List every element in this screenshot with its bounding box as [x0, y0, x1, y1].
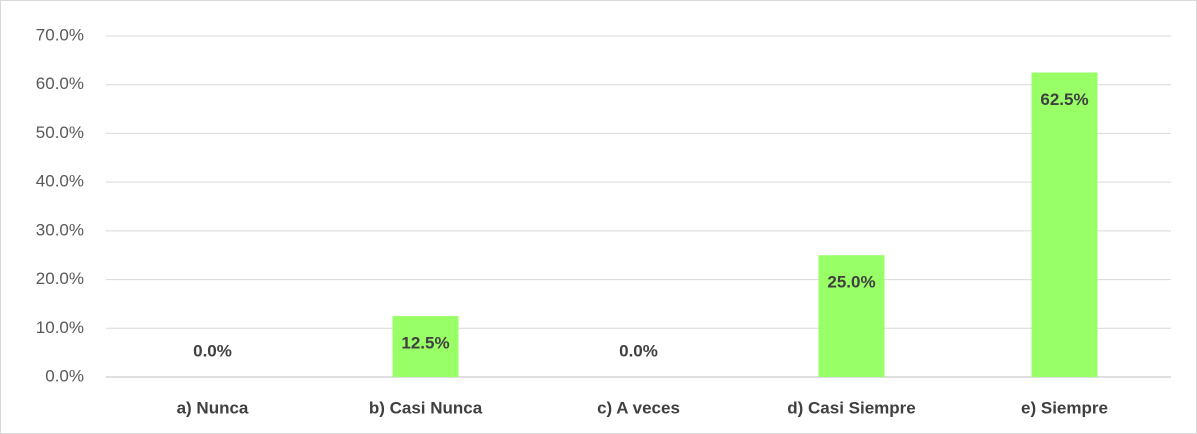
- value-label: 62.5%: [1040, 90, 1088, 109]
- y-tick-label: 0.0%: [45, 366, 84, 385]
- x-tick-label: c) A veces: [597, 398, 680, 417]
- value-label: 0.0%: [193, 341, 232, 360]
- x-tick-label: d) Casi Siempre: [787, 398, 916, 417]
- y-tick-label: 30.0%: [36, 220, 84, 239]
- y-tick-label: 60.0%: [36, 74, 84, 93]
- y-tick-label: 70.0%: [36, 25, 84, 44]
- value-label: 25.0%: [827, 273, 875, 292]
- bar: [818, 255, 885, 377]
- bar: [392, 316, 459, 377]
- y-tick-label: 40.0%: [36, 172, 84, 191]
- x-tick-label: e) Siempre: [1021, 398, 1108, 417]
- y-tick-label: 10.0%: [36, 318, 84, 337]
- bar: [1031, 72, 1098, 378]
- value-label: 0.0%: [619, 341, 658, 360]
- value-label: 12.5%: [401, 334, 449, 353]
- y-tick-label: 20.0%: [36, 269, 84, 288]
- x-tick-label: a) Nunca: [177, 398, 249, 417]
- x-tick-label: b) Casi Nunca: [369, 398, 483, 417]
- y-tick-label: 50.0%: [36, 123, 84, 142]
